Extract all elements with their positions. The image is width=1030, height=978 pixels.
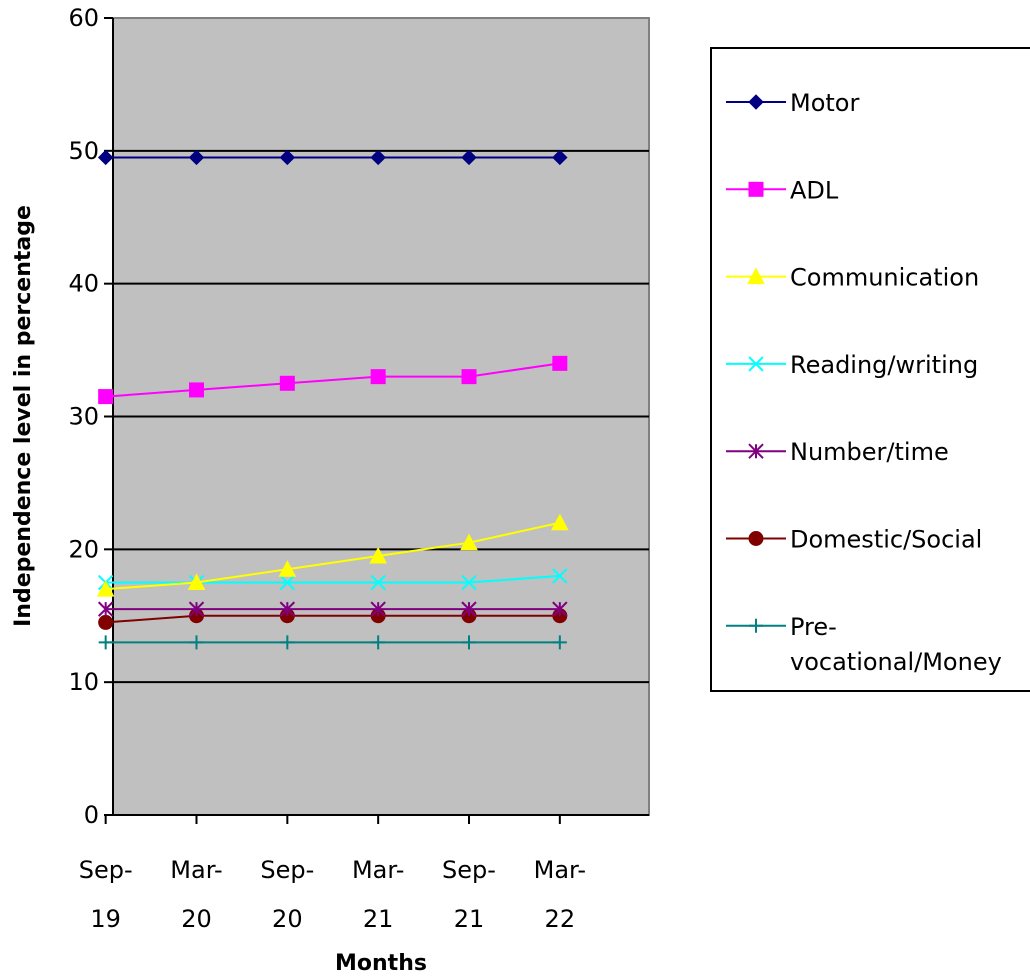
legend-label: Communication [790, 264, 979, 292]
data-point [552, 149, 568, 166]
data-point [552, 355, 568, 371]
x-tick-label: Mar-20 [170, 856, 222, 933]
series-line [105, 574, 560, 584]
data-point [550, 513, 569, 531]
data-point [552, 635, 567, 650]
data-point [460, 533, 478, 551]
x-tick-label: Sep-21 [442, 856, 496, 933]
y-tick-label: 30 [68, 403, 99, 431]
data-point [279, 375, 295, 391]
y-axis-title: Independence level in percentage [11, 205, 36, 627]
data-point [461, 369, 477, 385]
data-point [97, 601, 114, 617]
legend-marker [749, 618, 763, 633]
data-point [279, 574, 296, 591]
legend-marker [748, 531, 764, 546]
data-point [462, 635, 476, 650]
legend-marker [747, 267, 765, 285]
data-point [279, 601, 296, 617]
x-tick-label: Sep-19 [79, 856, 133, 933]
legend: Motor ADL Communication Reading/writing Numb… [710, 47, 1030, 692]
data-point [98, 635, 113, 650]
data-point [96, 580, 115, 597]
y-tick-label: 40 [68, 270, 99, 298]
x-tick-label: Mar-21 [352, 856, 404, 933]
data-point [98, 614, 114, 630]
data-point [370, 601, 386, 617]
data-point [552, 568, 568, 584]
data-point [461, 149, 477, 166]
data-point [279, 149, 296, 166]
data-point [189, 635, 204, 650]
data-point [278, 560, 297, 577]
legend-label: Motor [790, 89, 859, 117]
legend-label: ADL [790, 176, 839, 204]
y-tick-label: 50 [68, 137, 99, 165]
legend-box [710, 47, 1030, 692]
x-tick-label: Mar-22 [534, 856, 586, 933]
y-tick-label: 0 [84, 801, 99, 829]
data-point [461, 574, 477, 591]
data-point [280, 635, 295, 650]
data-point [97, 149, 114, 166]
legend-marker [748, 443, 764, 459]
legend-label: Reading/writing [790, 351, 978, 379]
data-point [461, 601, 477, 617]
y-tick-label: 20 [68, 535, 99, 563]
legend-label: Domestic/Social [790, 526, 982, 554]
x-tick-label: Sep-20 [260, 856, 314, 933]
data-point [369, 546, 387, 564]
legend-marker [748, 181, 764, 197]
legend-marker [748, 94, 764, 110]
x-axis-title: Months [335, 951, 427, 976]
data-point [188, 601, 205, 617]
data-point [371, 635, 386, 650]
y-tick-label: 10 [68, 668, 99, 696]
series-line [105, 362, 560, 398]
data-point [370, 574, 386, 591]
data-point [188, 149, 205, 166]
data-point [187, 573, 206, 591]
data-point [552, 601, 568, 617]
data-point [370, 149, 386, 166]
series-line [105, 521, 561, 591]
series-line [105, 614, 560, 624]
data-point [189, 382, 204, 398]
data-point [370, 369, 386, 385]
legend-label: Pre-vocational/Money [790, 613, 1002, 676]
legend-marker [748, 356, 764, 372]
legend-label: Number/time [790, 438, 949, 466]
y-tick-label: 60 [68, 4, 99, 32]
data-point [98, 389, 114, 405]
plot-area: 0 10 20 30 40 50 60 Sep-19 Mar-20 Sep-20 Mar-21 Sep… [68, 4, 650, 933]
